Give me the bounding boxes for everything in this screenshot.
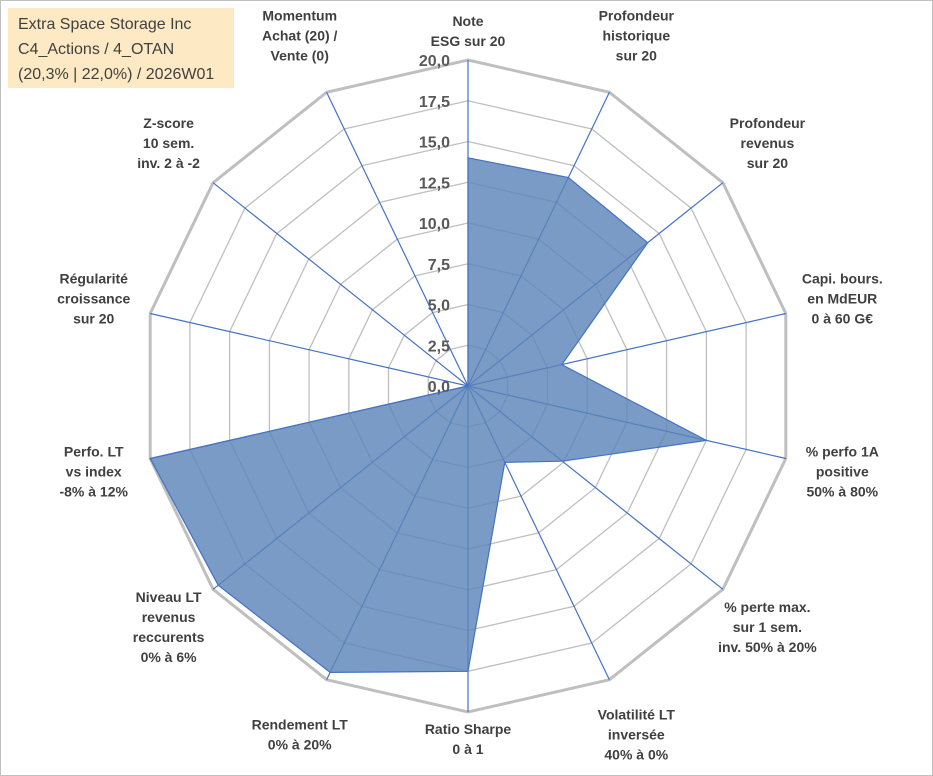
category-label: Profondeur historique sur 20 — [599, 7, 675, 63]
tick-label: 12,5 — [419, 175, 450, 192]
category-label-line: reccurents — [133, 629, 205, 645]
category-label-line: Capi. bours. — [802, 271, 883, 287]
category-label-line: positive — [816, 463, 869, 479]
category-label-line: inv. 2 à -2 — [137, 155, 200, 171]
category-label: % perfo 1A positive 50% à 80% — [806, 443, 879, 499]
category-label-line: 0% à 6% — [141, 649, 198, 665]
category-label: % perte max. sur 1 sem. inv. 50% à 20% — [718, 599, 817, 655]
title-line-2: C4_Actions / 4_OTAN — [18, 41, 175, 58]
category-label: Perfo. LT vs index -8% à 12% — [59, 443, 128, 499]
category-label-line: % perte max. — [724, 599, 810, 615]
category-label-line: Ratio Sharpe — [425, 721, 512, 737]
category-label-line: Vente (0) — [271, 47, 329, 63]
category-label: Volatilité LT inversée 40% à 0% — [598, 707, 676, 763]
category-label-line: sur 1 sem. — [733, 619, 802, 635]
category-label-line: sur 20 — [616, 47, 657, 63]
tick-label: 0,0 — [428, 379, 450, 396]
category-label-line: 0 à 60 G€ — [812, 311, 874, 327]
radar-category-labels: Note ESG sur 20 Profondeur historique sur 20… — [57, 7, 883, 762]
tick-label: 10,0 — [419, 216, 450, 233]
category-label-line: sur 20 — [73, 311, 114, 327]
series-area — [149, 157, 709, 674]
category-label: Profondeur revenus sur 20 — [730, 115, 806, 171]
category-label-line: Z-score — [143, 115, 194, 131]
category-label-line: 0 à 1 — [452, 741, 483, 757]
category-label-line: % perfo 1A — [806, 443, 879, 459]
category-label: Ratio Sharpe 0 à 1 — [425, 721, 512, 757]
category-label-line: inversée — [608, 727, 665, 743]
category-label-line: sur 20 — [747, 155, 788, 171]
tick-label: 20,0 — [419, 53, 450, 70]
title-line-3: (20,3% | 22,0%) / 2026W01 — [18, 66, 215, 83]
axis-spoke — [326, 92, 469, 387]
category-label-line: 0% à 20% — [268, 737, 332, 753]
category-label-line: Achat (20) / — [262, 27, 338, 43]
title-line-1: Extra Space Storage Inc — [18, 16, 192, 33]
category-label-line: Régularité — [59, 271, 128, 287]
category-label: Rendement LT 0% à 20% — [252, 717, 349, 753]
category-label: Note ESG sur 20 — [431, 13, 506, 49]
radar-tick-labels: 0,0 2,5 5,0 7,5 10,0 12,5 15,0 17,5 20,0 — [419, 53, 450, 396]
category-label-line: Profondeur — [730, 115, 806, 131]
category-label-line: revenus — [142, 609, 196, 625]
chart-title-box: Extra Space Storage Inc C4_Actions / 4_O… — [8, 8, 234, 88]
category-label: Niveau LT revenus reccurents 0% à 6% — [133, 589, 205, 665]
category-label-line: 40% à 0% — [604, 747, 668, 763]
category-label-line: ESG sur 20 — [431, 33, 506, 49]
radar-series — [149, 157, 709, 674]
category-label-line: Note — [452, 13, 483, 29]
category-label-line: Volatilité LT — [598, 707, 676, 723]
category-label-line: Profondeur — [599, 7, 675, 23]
category-label-line: inv. 50% à 20% — [718, 639, 817, 655]
axis-spoke — [212, 182, 469, 387]
category-label-line: Perfo. LT — [64, 443, 124, 459]
tick-label: 17,5 — [419, 94, 450, 111]
category-label-line: -8% à 12% — [59, 483, 128, 499]
category-label-line: 10 sem. — [143, 135, 194, 151]
category-label: Régularité croissance sur 20 — [57, 271, 130, 327]
tick-label: 5,0 — [428, 298, 450, 315]
category-label-line: revenus — [741, 135, 795, 151]
category-label: Momentum Achat (20) / Vente (0) — [262, 7, 338, 63]
category-label: Z-score 10 sem. inv. 2 à -2 — [137, 115, 200, 171]
category-label-line: historique — [602, 27, 670, 43]
tick-label: 2,5 — [428, 338, 450, 355]
category-label-line: croissance — [57, 291, 130, 307]
category-label-line: Rendement LT — [252, 717, 349, 733]
category-label-line: en MdEUR — [807, 291, 877, 307]
category-label-line: Momentum — [262, 7, 337, 23]
category-label-line: 50% à 80% — [806, 483, 878, 499]
axis-spoke — [150, 312, 469, 387]
category-label: Capi. bours. en MdEUR 0 à 60 G€ — [802, 271, 883, 327]
tick-label: 15,0 — [419, 135, 450, 152]
tick-label: 7,5 — [428, 257, 450, 274]
category-label-line: Niveau LT — [136, 589, 202, 605]
category-label-line: vs index — [66, 463, 122, 479]
